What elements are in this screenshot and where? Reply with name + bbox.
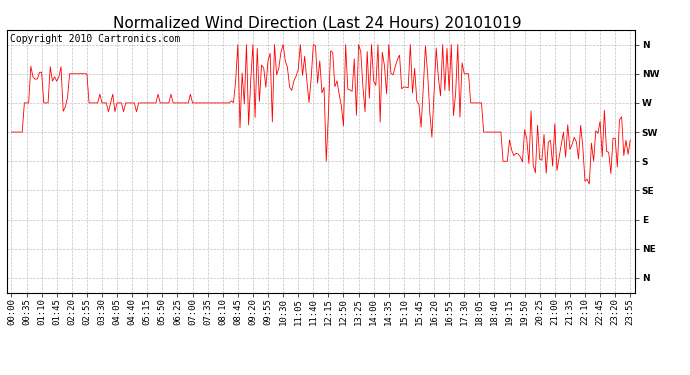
Text: Normalized Wind Direction (Last 24 Hours) 20101019: Normalized Wind Direction (Last 24 Hours… xyxy=(113,15,522,30)
Text: Copyright 2010 Cartronics.com: Copyright 2010 Cartronics.com xyxy=(10,34,180,44)
